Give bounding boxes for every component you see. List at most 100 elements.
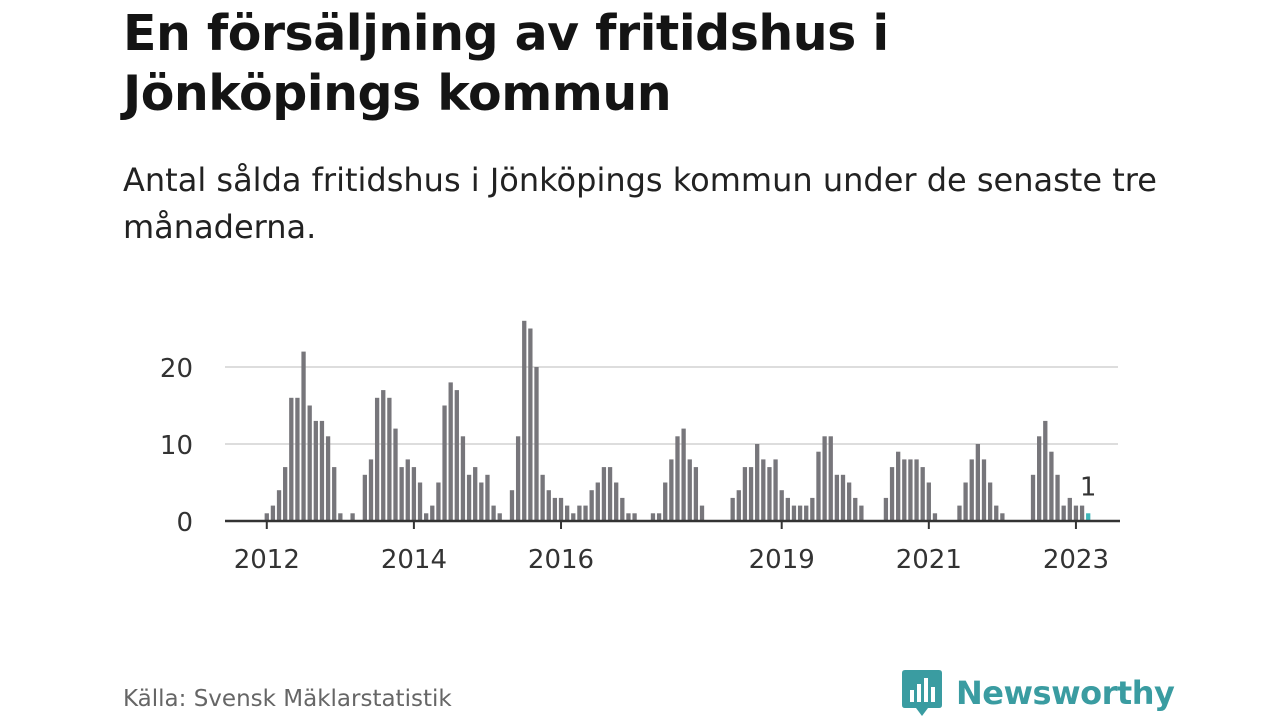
bar	[681, 428, 686, 521]
bar	[834, 474, 840, 521]
bar	[987, 482, 993, 521]
bar	[289, 397, 294, 521]
bar	[368, 459, 374, 521]
bar-latest	[1086, 513, 1091, 521]
bar	[1067, 497, 1072, 521]
bar	[883, 497, 889, 521]
bar	[276, 490, 282, 521]
x-tick-label-2016: 2016	[528, 545, 594, 575]
bar	[981, 459, 987, 521]
bar	[448, 382, 453, 521]
x-tick-label-2021: 2021	[896, 545, 962, 575]
bar	[338, 513, 343, 521]
bar	[295, 397, 300, 521]
bar	[810, 497, 815, 521]
bar	[626, 513, 631, 521]
bar	[742, 467, 748, 521]
bar	[785, 497, 790, 521]
bar	[748, 467, 754, 521]
bar	[614, 482, 619, 521]
bar	[332, 467, 337, 521]
bar	[853, 497, 858, 521]
bar	[797, 505, 803, 521]
bar	[896, 451, 901, 521]
bar	[957, 505, 962, 521]
bar	[816, 451, 821, 521]
bar	[840, 474, 846, 521]
bar	[773, 459, 778, 521]
bar	[583, 505, 588, 521]
x-tick-label-2014: 2014	[381, 545, 447, 575]
bar	[387, 397, 392, 521]
y-tick-label-10: 10	[160, 431, 193, 461]
bar	[926, 482, 931, 521]
bar	[632, 513, 637, 521]
x-tick-label-2012: 2012	[234, 545, 300, 575]
bar	[577, 505, 582, 521]
bar	[589, 490, 594, 521]
bar	[417, 482, 423, 521]
chart-subtitle: Antal sålda fritidshus i Jönköpings komm…	[123, 161, 1157, 246]
bar	[656, 513, 662, 521]
bar	[969, 459, 974, 521]
newsworthy-chart-bubble-icon	[902, 670, 942, 716]
source-note: Källa: Svensk Mäklarstatistik	[123, 686, 452, 712]
bar	[374, 397, 380, 521]
bar	[601, 467, 607, 521]
bar	[430, 505, 435, 521]
bar	[362, 474, 368, 521]
bar	[1079, 505, 1085, 521]
bar	[994, 505, 999, 521]
bar	[509, 490, 515, 521]
bar	[791, 505, 797, 521]
bar	[405, 459, 410, 521]
bar	[669, 459, 674, 521]
bar	[1073, 505, 1079, 521]
bar	[350, 513, 355, 521]
y-tick-label-20: 20	[160, 354, 193, 384]
bar	[902, 459, 907, 521]
bar	[736, 490, 741, 521]
bar	[730, 497, 735, 521]
newsworthy-brand[interactable]: Newsworthy	[902, 670, 1175, 716]
bar	[460, 436, 466, 521]
bar	[675, 436, 680, 521]
bar	[522, 320, 527, 521]
bar	[264, 513, 269, 521]
bar	[595, 482, 600, 521]
sales-bar-chart: 0 10 20 2012 2014 2016 2019 2021 2023 1	[160, 320, 1120, 575]
bar	[699, 505, 705, 521]
bar	[1030, 474, 1036, 521]
bar	[1061, 505, 1066, 521]
bar	[534, 367, 539, 521]
bar	[479, 482, 484, 521]
bar	[693, 467, 699, 521]
bar	[908, 459, 913, 521]
bar	[497, 513, 502, 521]
bar	[319, 420, 325, 521]
bar	[650, 513, 656, 521]
bar	[485, 474, 490, 521]
bar	[565, 505, 570, 521]
bar	[540, 474, 545, 521]
x-tick-label-2019: 2019	[749, 545, 815, 575]
latest-value-label: 1	[1080, 472, 1097, 502]
bar	[822, 436, 827, 521]
newsworthy-wordmark: Newsworthy	[956, 674, 1175, 712]
bar	[1043, 420, 1048, 521]
bar	[1000, 513, 1005, 521]
bar	[607, 467, 613, 521]
bar	[436, 482, 441, 521]
bar	[411, 467, 417, 521]
bar	[761, 459, 766, 521]
bar	[399, 467, 404, 521]
bar	[313, 420, 318, 521]
bar	[466, 474, 472, 521]
bar	[546, 490, 551, 521]
bar	[889, 467, 895, 521]
bar	[846, 482, 852, 521]
bar	[283, 467, 288, 521]
bar	[620, 497, 625, 521]
bar	[914, 459, 919, 521]
bar	[1049, 451, 1054, 521]
